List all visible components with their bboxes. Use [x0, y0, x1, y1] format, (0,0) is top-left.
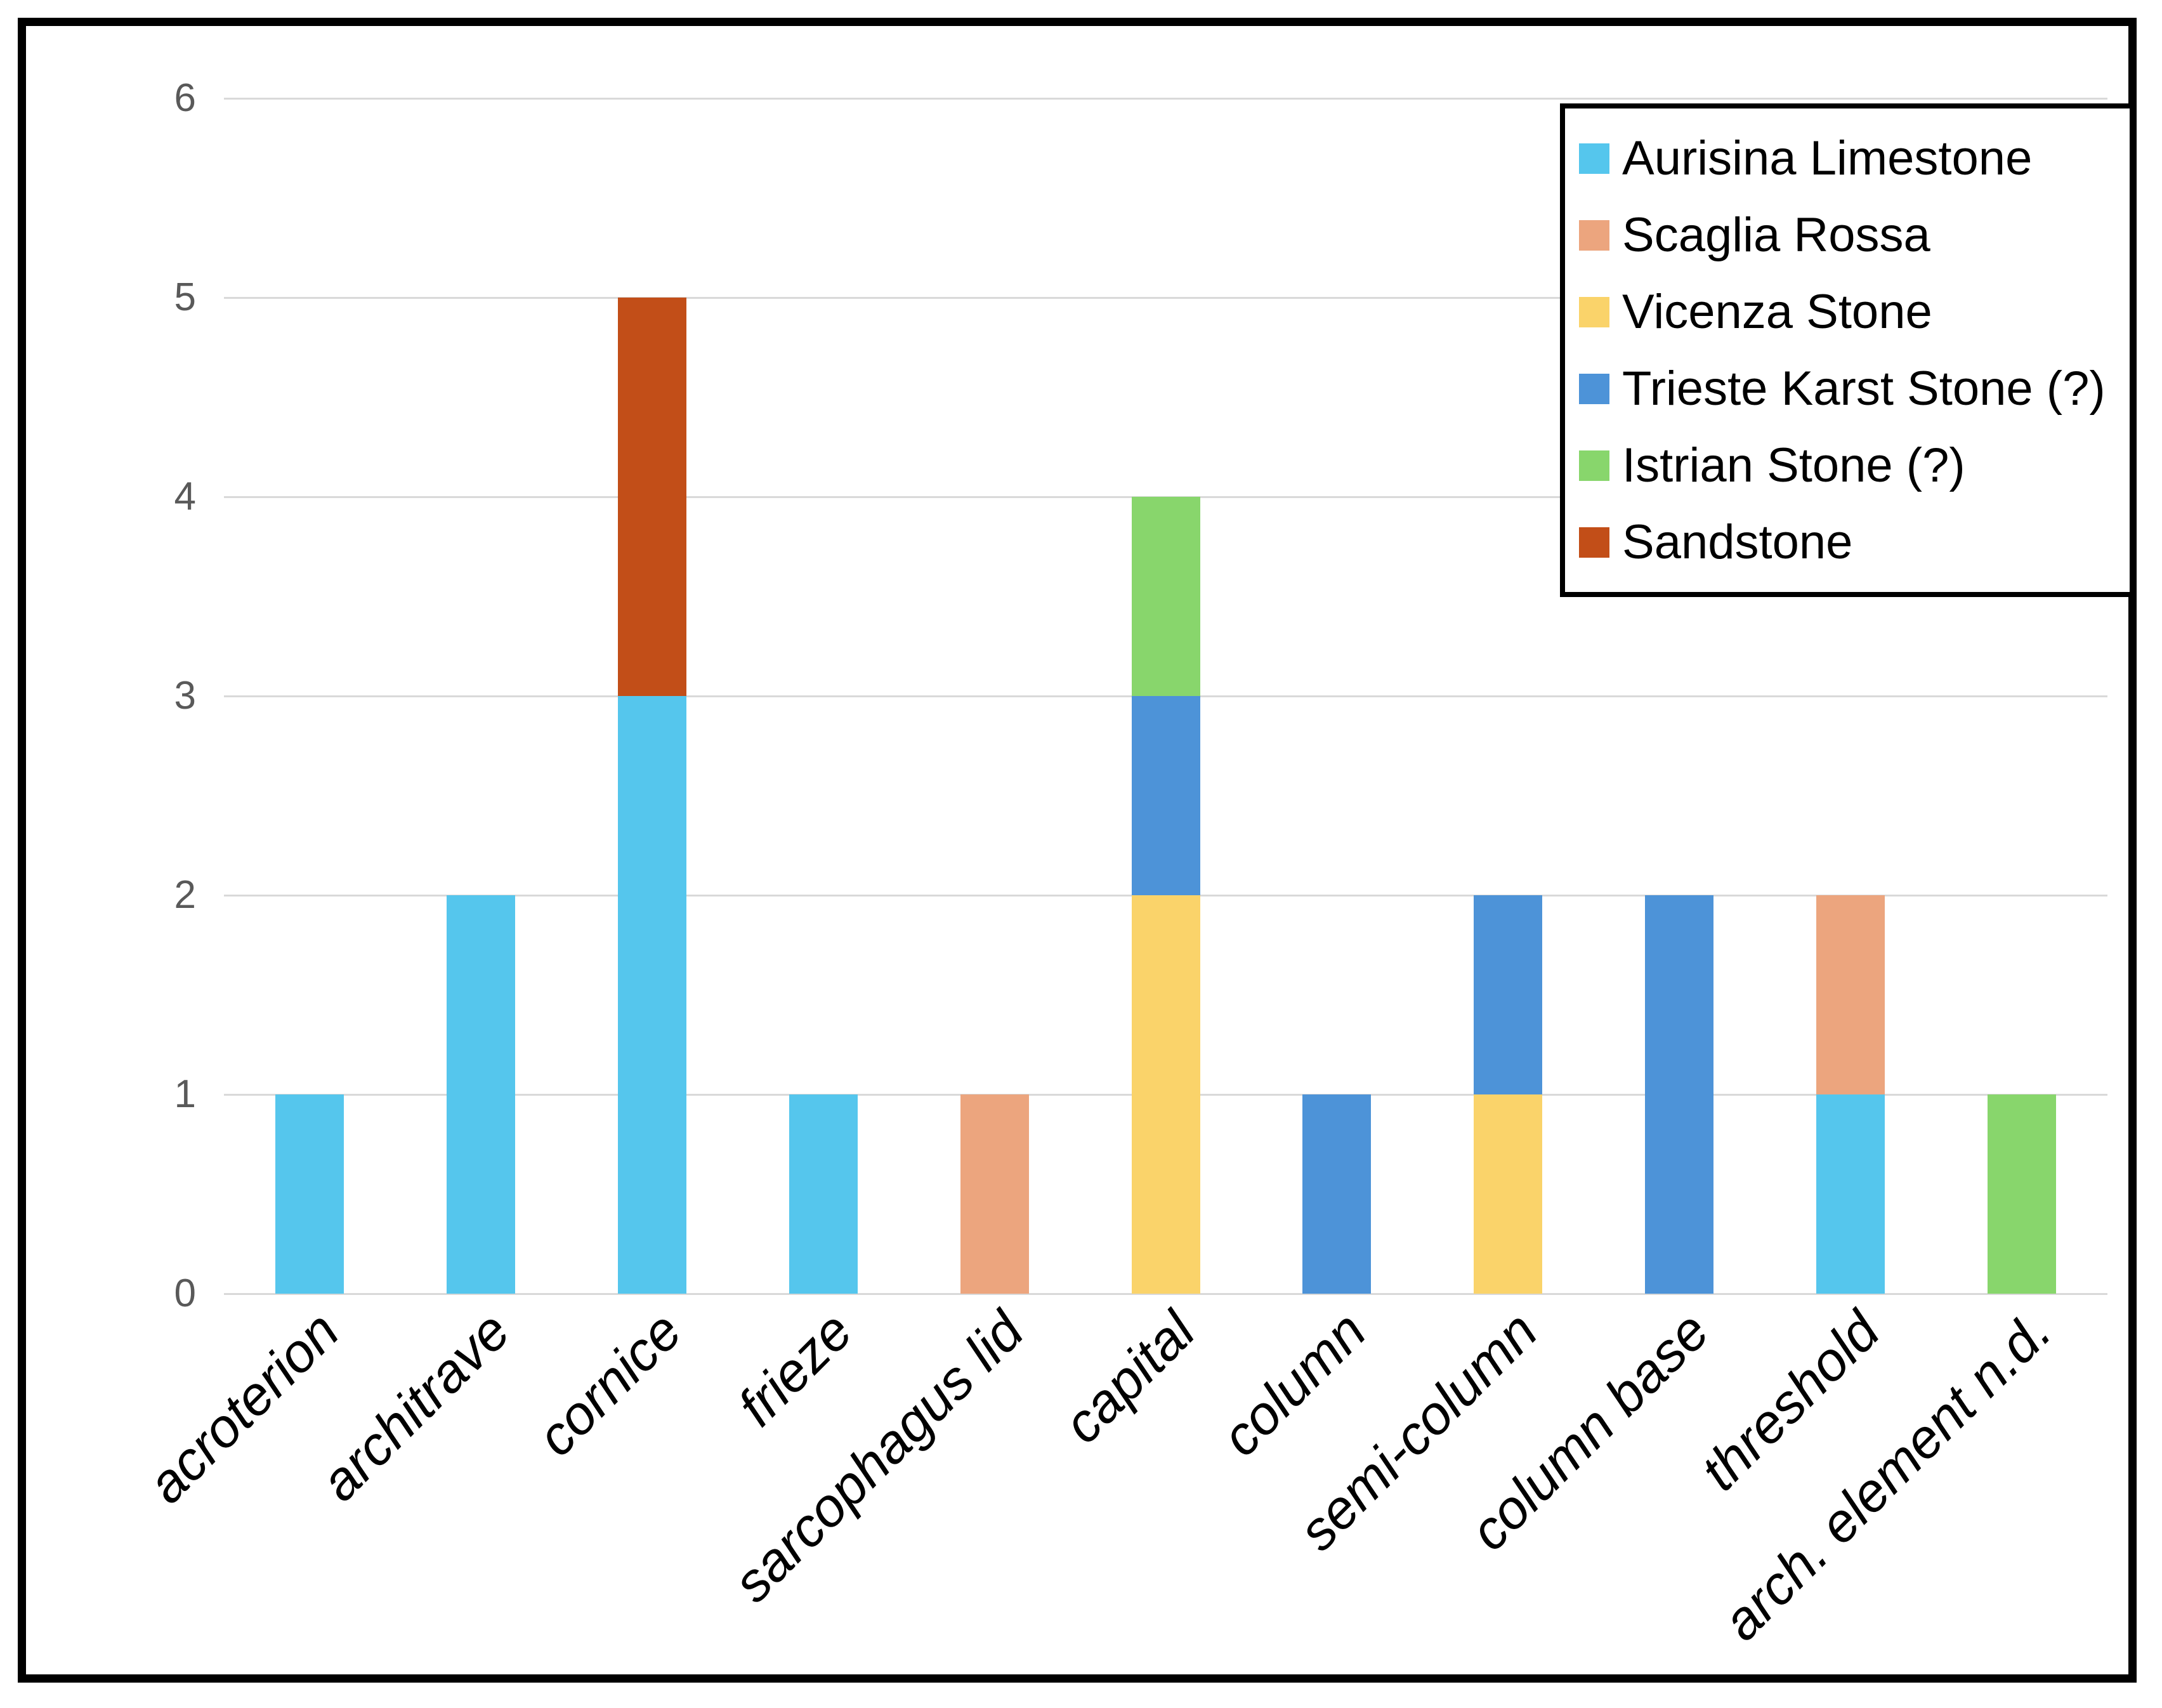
x-axis: acroterion architrave cornice frieze sarcoph…: [136, 1300, 2107, 1683]
y-tick-label-4: 4: [174, 475, 196, 518]
legend-item-label: Vicenza Stone: [1622, 284, 1932, 339]
legend-item-label: Istrian Stone (?): [1622, 438, 1965, 492]
bar-segment-column-trieste-karst-stone: [1302, 1094, 1372, 1294]
bar-segment-arch-element-n-d-istrian-stone: [1988, 1094, 2057, 1294]
legend-item-label: Sandstone: [1622, 515, 1853, 569]
x-axis-label-frieze: frieze: [726, 1300, 865, 1438]
gridline-y-6: [224, 97, 2107, 100]
chart-frame: 0 1 2 3 4 5 6 acroterion architrave cornice friez…: [18, 18, 2137, 1683]
bar-segment-acroterion-aurisina-limestone: [275, 1094, 344, 1294]
x-axis-label-sarcophagus-lid: sarcophagus lid: [722, 1300, 1035, 1614]
legend-item-scaglia-rossa: Scaglia Rossa: [1579, 211, 2123, 259]
bar-segment-frieze-aurisina-limestone: [789, 1094, 858, 1294]
x-axis-label-acroterion: acroterion: [135, 1300, 351, 1515]
x-axis-label-cornice: cornice: [525, 1300, 693, 1468]
legend-swatch-icon-scaglia-rossa: [1579, 220, 1609, 251]
legend-item-label: Trieste Karst Stone (?): [1622, 361, 2106, 416]
bar-segment-threshold-aurisina-limestone: [1816, 1094, 1885, 1294]
y-tick-label-0: 0: [174, 1271, 196, 1315]
bar-segment-cornice-sandstone: [617, 298, 686, 696]
plot-area: [224, 97, 2107, 1295]
y-axis: 0 1 2 3 4 5 6: [26, 79, 196, 1313]
x-axis-label-architrave: architrave: [309, 1300, 522, 1513]
legend-swatch-icon-istrian-stone: [1579, 450, 1609, 481]
bar-segment-capital-istrian-stone: [1131, 497, 1200, 696]
bar-segment-semi-column-vicenza-stone: [1474, 1094, 1543, 1294]
legend-item-aurisina-limestone: Aurisina Limestone: [1579, 131, 2123, 185]
gridline-y-0: [224, 1292, 2107, 1295]
x-axis-label-capital: capital: [1052, 1300, 1207, 1455]
legend-item-label: Aurisina Limestone: [1622, 131, 2033, 185]
bar-segment-capital-vicenza-stone: [1131, 895, 1200, 1294]
bar-segment-threshold-scaglia-rossa: [1816, 895, 1885, 1094]
legend-swatch-icon-sandstone: [1579, 527, 1609, 558]
legend-swatch-icon-aurisina-limestone: [1579, 143, 1609, 174]
y-tick-label-2: 2: [174, 873, 196, 917]
y-tick-label-1: 1: [174, 1072, 196, 1116]
legend-item-istrian-stone: Istrian Stone (?): [1579, 438, 2123, 492]
y-tick-label-3: 3: [174, 674, 196, 718]
x-axis-label-column: column: [1210, 1300, 1378, 1468]
legend-item-sandstone: Sandstone: [1579, 518, 2123, 567]
legend: Aurisina Limestone Scaglia Rossa Vicenza S…: [1560, 103, 2135, 597]
bar-segment-cornice-aurisina-limestone: [617, 696, 686, 1294]
bar-segment-column-base-trieste-karst-stone: [1645, 895, 1714, 1294]
bar-segment-architrave-aurisina-limestone: [446, 895, 515, 1294]
bar-segment-sarcophagus-lid-scaglia-rossa: [960, 1094, 1029, 1294]
y-tick-label-5: 5: [174, 275, 196, 319]
legend-item-label: Scaglia Rossa: [1622, 207, 1930, 262]
bar-segment-capital-trieste-karst-stone: [1131, 696, 1200, 895]
legend-item-vicenza-stone: Vicenza Stone: [1579, 284, 2123, 339]
x-axis-label-arch-element-n-d: arch. element n.d.: [1710, 1300, 2063, 1653]
legend-item-trieste-karst-stone: Trieste Karst Stone (?): [1579, 361, 2123, 416]
gridline-y-5: [224, 296, 2107, 299]
legend-swatch-icon-vicenza-stone: [1579, 296, 1609, 327]
y-tick-label-6: 6: [174, 76, 196, 120]
legend-swatch-icon-trieste-karst-stone: [1579, 373, 1609, 404]
bar-segment-semi-column-trieste-karst-stone: [1474, 895, 1543, 1094]
